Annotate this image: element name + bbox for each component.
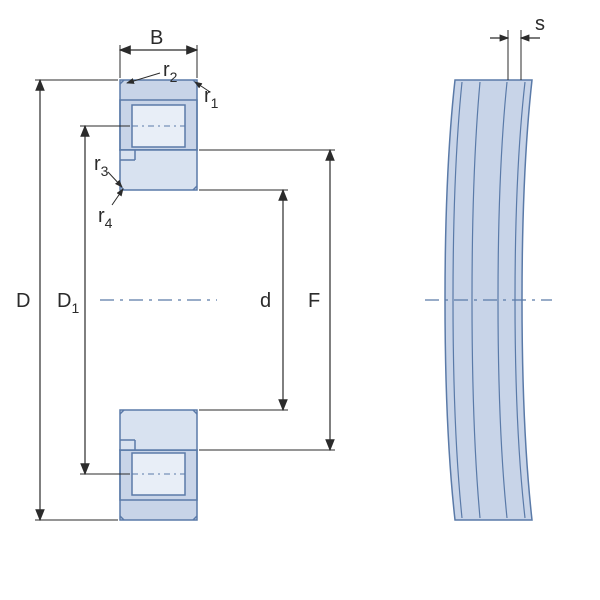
label-B: B: [150, 27, 163, 49]
label-s: s: [535, 13, 545, 35]
left-cross-section: [100, 80, 217, 520]
dimension-d: d: [199, 190, 288, 410]
dimension-D1: D1: [57, 126, 130, 474]
label-D1-sub: 1: [71, 300, 79, 316]
dimension-s: s: [490, 13, 545, 80]
label-r4-sub: 4: [105, 215, 113, 231]
label-r1-sub: 1: [211, 95, 219, 111]
label-r2-sub: 2: [170, 69, 178, 85]
label-r3-sub: 3: [101, 163, 109, 179]
svg-text:r3: r3: [94, 153, 109, 179]
label-D1: D: [57, 290, 71, 312]
svg-text:D1: D1: [57, 290, 79, 316]
label-D: D: [16, 290, 30, 312]
right-cross-section: [425, 80, 552, 520]
svg-text:r4: r4: [98, 205, 113, 231]
bearing-diagram: B s D D1 d F r2: [0, 0, 600, 600]
label-d: d: [260, 290, 271, 312]
label-F: F: [308, 290, 320, 312]
svg-text:r1: r1: [204, 85, 219, 111]
dimension-B: B: [120, 27, 197, 78]
